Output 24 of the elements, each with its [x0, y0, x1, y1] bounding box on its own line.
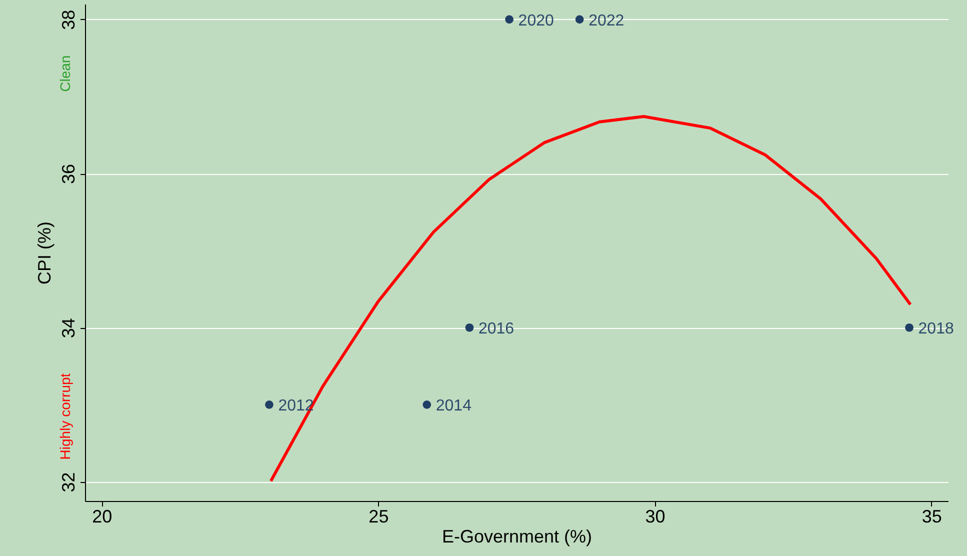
annotation: 2018 [918, 320, 954, 338]
x-tick-label: 20 [92, 506, 112, 526]
y-tick-label: 36 [58, 164, 78, 184]
annotation: 2016 [478, 320, 514, 338]
point [422, 400, 432, 409]
y-axis-title: CPI (%) [34, 222, 54, 284]
annotation: 2014 [436, 398, 472, 415]
point [265, 400, 274, 409]
x-axis-title: E-Government (%) [442, 526, 592, 546]
point [505, 15, 514, 24]
text: Highly corrupt [57, 373, 73, 460]
annotation: 2020 [518, 12, 554, 30]
y-tick-label: 32 [58, 472, 78, 492]
point [575, 15, 584, 24]
y-tick-label: 38 [58, 10, 78, 30]
x-tick-label: 25 [368, 506, 389, 526]
y-tick-label: 34 [58, 318, 78, 338]
x-tick-label: 30 [645, 506, 666, 526]
x-tick-label: 35 [922, 506, 942, 526]
annotation: 2022 [588, 12, 624, 30]
point [465, 323, 474, 332]
point [905, 323, 914, 332]
line-series [269, 115, 912, 482]
text: Clean [57, 55, 73, 92]
